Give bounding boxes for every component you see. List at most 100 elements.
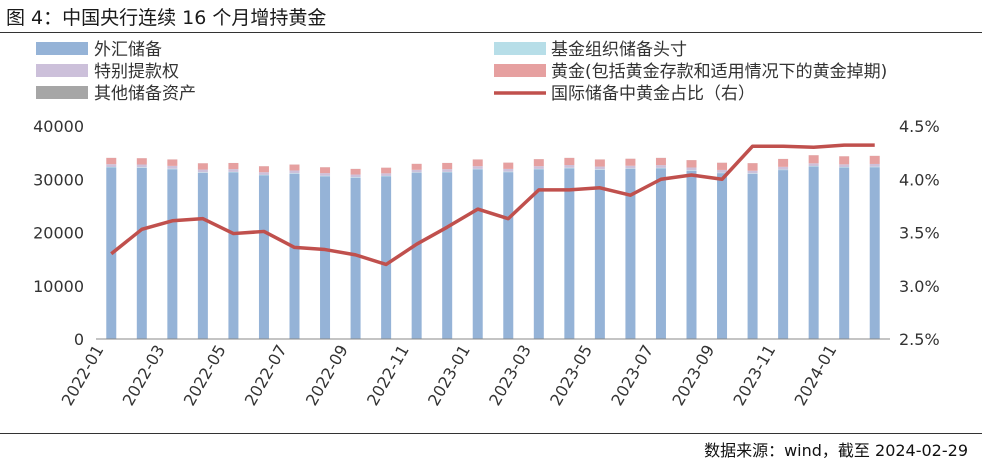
bar-gold-2023-04 <box>564 158 574 165</box>
bar-series <box>106 155 879 339</box>
bar-gold-2023-08 <box>687 160 697 167</box>
y-right-tick-label: 3.0% <box>899 277 940 296</box>
bar-gold-2023-12 <box>809 155 819 163</box>
bar-imf-2023-02 <box>503 172 513 173</box>
bar-imf-2023-05 <box>595 169 605 170</box>
bar-fx-2022-12 <box>442 172 452 339</box>
bar-gold-2023-05 <box>595 159 605 166</box>
x-tick-label: 2022-07 <box>241 341 291 408</box>
bar-sdr-2022-04 <box>198 170 208 173</box>
legend-item-sdr: 特别提款权 <box>36 62 179 82</box>
bar-imf-2022-01 <box>106 167 116 168</box>
y-right-tick-label: 3.5% <box>899 224 940 243</box>
bar-gold-2022-05 <box>228 163 238 169</box>
bar-sdr-2023-12 <box>809 163 819 166</box>
legend-item-imf: 基金组织储备头寸 <box>494 40 687 60</box>
bar-sdr-2023-07 <box>656 165 666 168</box>
bar-sdr-2023-01 <box>473 166 483 169</box>
y-left-tick-label: 10000 <box>33 277 84 296</box>
y-right-tick-label: 2.5% <box>899 330 940 349</box>
x-tick-label: 2022-09 <box>302 341 352 408</box>
bar-gold-2023-02 <box>503 163 513 169</box>
bar-imf-2023-07 <box>656 168 666 169</box>
legend-label-sdr: 特别提款权 <box>94 62 179 82</box>
bar-sdr-2022-03 <box>167 166 177 169</box>
bar-imf-2023-03 <box>534 169 544 170</box>
bar-gold-2022-04 <box>198 163 208 169</box>
legend-swatch-gold <box>494 64 546 77</box>
bar-fx-2023-12 <box>809 167 819 339</box>
x-tick-label: 2022-11 <box>363 342 413 409</box>
bar-gold-2024-01 <box>839 156 849 164</box>
bar-fx-2022-02 <box>137 168 147 339</box>
legend-label-line: 国际储备中黄金占比（右） <box>551 84 755 104</box>
bottom-rule <box>0 433 982 434</box>
bar-sdr-2022-01 <box>106 164 116 167</box>
bar-sdr-2024-02 <box>870 164 880 167</box>
bar-imf-2023-04 <box>564 168 574 169</box>
bar-fx-2024-01 <box>839 168 849 339</box>
gold-share-line-group <box>111 145 874 264</box>
bar-sdr-2022-08 <box>320 173 330 176</box>
bar-imf-2022-07 <box>290 173 300 174</box>
bar-sdr-2022-05 <box>228 169 238 172</box>
bar-sdr-2022-09 <box>351 175 361 178</box>
bar-sdr-2023-09 <box>717 170 727 173</box>
bar-imf-2022-11 <box>412 172 422 173</box>
bar-imf-2022-03 <box>167 169 177 170</box>
x-tick-label: 2023-07 <box>607 342 657 409</box>
bar-gold-2023-06 <box>625 159 635 166</box>
bar-fx-2023-10 <box>748 174 758 339</box>
x-tick-label: 2023-05 <box>546 341 596 408</box>
legend-item-other: 其他储备资产 <box>36 84 196 104</box>
bar-gold-2022-02 <box>137 158 147 164</box>
legend-item-fx: 外汇储备 <box>36 40 162 60</box>
y-left-tick-label: 30000 <box>33 170 84 189</box>
y-right-ticks: 2.5%3.0%3.5%4.0%4.5% <box>899 117 940 349</box>
bar-fx-2022-06 <box>259 175 269 339</box>
bar-gold-2022-01 <box>106 158 116 164</box>
y-right-tick-label: 4.0% <box>899 170 940 189</box>
legend: 外汇储备 基金组织储备头寸 特别提款权 黄金(包括黄金存款和适用情况下的黄金掉期… <box>36 40 887 104</box>
bar-sdr-2023-10 <box>748 171 758 174</box>
bar-gold-2023-01 <box>473 159 483 166</box>
bar-sdr-2023-04 <box>564 165 574 168</box>
bar-gold-2024-02 <box>870 156 880 164</box>
bar-imf-2022-10 <box>381 176 391 177</box>
bar-imf-2024-01 <box>839 167 849 168</box>
legend-item-gold: 黄金(包括黄金存款和适用情况下的黄金掉期) <box>494 62 887 82</box>
x-tick-label: 2023-01 <box>424 342 474 409</box>
legend-swatch-other <box>36 86 88 99</box>
bar-gold-2022-11 <box>412 164 422 170</box>
bar-gold-2022-03 <box>167 159 177 165</box>
x-tick-label: 2024-01 <box>790 341 840 408</box>
source-note: 数据来源：wind，截至 2024-02-29 <box>704 437 968 461</box>
bar-fx-2022-10 <box>381 176 391 339</box>
bar-gold-2023-11 <box>778 159 788 167</box>
bar-imf-2023-01 <box>473 169 483 170</box>
legend-label-gold: 黄金(包括黄金存款和适用情况下的黄金掉期) <box>551 62 887 82</box>
bar-imf-2022-06 <box>259 175 269 176</box>
y-left-tick-label: 40000 <box>33 117 84 136</box>
bar-sdr-2023-05 <box>595 167 605 170</box>
x-tick-label: 2023-03 <box>485 341 535 408</box>
bar-fx-2023-09 <box>717 173 727 339</box>
legend-label-imf: 基金组织储备头寸 <box>551 40 687 60</box>
bar-fx-2023-02 <box>503 172 513 339</box>
legend-swatch-fx <box>36 42 88 55</box>
y-left-tick-label: 0 <box>74 330 84 349</box>
bar-fx-2022-11 <box>412 173 422 339</box>
bar-imf-2023-10 <box>748 173 758 174</box>
x-tick-label: 2023-09 <box>668 342 718 409</box>
x-tick-label: 2023-11 <box>729 341 779 408</box>
bar-sdr-2022-02 <box>137 165 147 168</box>
bar-fx-2022-07 <box>290 174 300 339</box>
gold-share-line <box>111 145 874 264</box>
bar-fx-2024-02 <box>870 167 880 339</box>
bar-gold-2022-07 <box>290 165 300 171</box>
bar-sdr-2023-08 <box>687 167 697 170</box>
bar-sdr-2022-10 <box>381 173 391 176</box>
bar-imf-2022-05 <box>228 172 238 173</box>
